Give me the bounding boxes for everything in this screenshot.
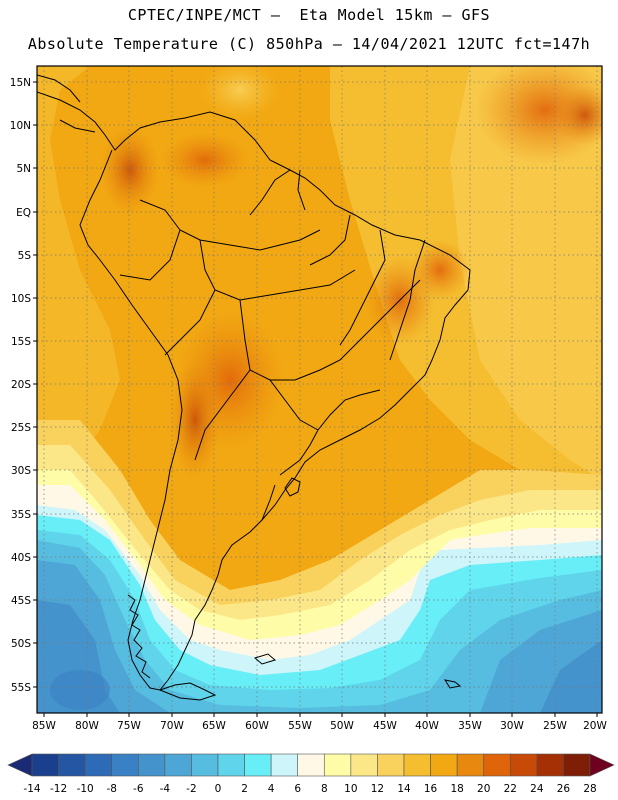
colorbar-label: 24	[530, 783, 544, 795]
temperature-field	[37, 66, 602, 713]
colorbar-label: -2	[186, 783, 196, 795]
colorbar-label: 8	[321, 783, 328, 795]
colorbar-label: 22	[504, 783, 517, 795]
lat-label: 15N	[10, 77, 31, 89]
lat-label: 15S	[11, 336, 31, 348]
colorbar-swatch	[456, 753, 485, 777]
latitude-labels: 15N 10N 5N EQ 5S 10S 15S 20S 25S 30S 35S…	[10, 77, 32, 694]
colorbar-label: 18	[450, 783, 463, 795]
colorbar-above-arrow	[589, 753, 615, 777]
lat-label: EQ	[16, 207, 31, 219]
lon-label: 85W	[32, 720, 56, 732]
colorbar-swatch	[137, 753, 166, 777]
colorbar-swatch	[84, 753, 113, 777]
chart-title-line2: Absolute Temperature (C) 850hPa – 14/04/…	[27, 35, 591, 53]
lon-label: 75W	[117, 720, 141, 732]
lat-label: 45S	[11, 595, 31, 607]
lon-label: 70W	[160, 720, 184, 732]
colorbar-swatch	[244, 753, 272, 777]
colorbar-swatch	[536, 753, 564, 777]
colorbar-swatch	[191, 753, 219, 777]
colorbar-swatch	[563, 753, 591, 777]
colorbar-label: -4	[160, 783, 171, 795]
lat-label: 30S	[11, 465, 31, 477]
lon-label: 45W	[373, 720, 397, 732]
lat-label: 40S	[11, 552, 31, 564]
lat-label: 55S	[11, 682, 31, 694]
lon-label: 30W	[500, 720, 524, 732]
lat-label: 35S	[11, 509, 31, 521]
longitude-labels: 85W 80W 75W 70W 65W 60W 55W 50W 45W 40W …	[32, 720, 607, 732]
lon-label: 35W	[458, 720, 482, 732]
chart-title-line1: CPTEC/INPE/MCT – Eta Model 15km – GFS	[127, 6, 491, 24]
colorbar: -14 -12 -10 -8 -6 -4 -2 0 2 4 6 8 10 12 14 16 18 20 22 24 26…	[7, 753, 615, 795]
colorbar-label: 14	[397, 783, 411, 795]
lon-label: 20W	[583, 720, 607, 732]
colorbar-swatch	[217, 753, 245, 777]
lon-label: 50W	[330, 720, 354, 732]
colorbar-label: -6	[133, 783, 144, 795]
map-frame	[36, 65, 603, 714]
colorbar-label: 2	[241, 783, 248, 795]
colorbar-swatch	[58, 753, 86, 777]
colorbar-below-arrow	[7, 753, 33, 777]
colorbar-swatch	[509, 753, 538, 777]
colorbar-swatch	[164, 753, 192, 777]
lat-label: 10N	[10, 120, 31, 132]
lat-label: 50S	[11, 638, 31, 650]
colorbar-label: -14	[23, 783, 40, 795]
colorbar-label: 10	[344, 783, 357, 795]
lat-label: 5N	[16, 163, 31, 175]
lon-label: 65W	[202, 720, 226, 732]
axis-ticks	[33, 81, 598, 717]
colorbar-swatch	[323, 753, 352, 777]
lon-label: 60W	[245, 720, 269, 732]
coastlines	[37, 74, 471, 701]
colorbar-swatch	[483, 753, 511, 777]
colorbar-label: -10	[77, 783, 94, 795]
colorbar-label: 20	[477, 783, 490, 795]
colorbar-label: -12	[50, 783, 67, 795]
colorbar-swatch	[297, 753, 325, 777]
colorbar-label: -8	[106, 783, 116, 795]
lon-label: 40W	[415, 720, 439, 732]
colorbar-label: 12	[371, 783, 384, 795]
colorbar-swatch	[270, 753, 299, 777]
colorbar-swatch	[31, 753, 59, 777]
colorbar-label: 4	[268, 783, 275, 795]
colorbar-swatch	[403, 753, 431, 777]
lon-label: 55W	[288, 720, 312, 732]
colorbar-swatch	[111, 753, 139, 777]
colorbar-swatch	[350, 753, 378, 777]
lat-label: 5S	[18, 250, 32, 262]
colorbar-label: 16	[424, 783, 438, 795]
colorbar-label: 26	[557, 783, 571, 795]
lat-label: 10S	[11, 293, 31, 305]
lon-label: 25W	[543, 720, 567, 732]
lat-label: 25S	[11, 422, 31, 434]
colorbar-label: 28	[583, 783, 596, 795]
lon-label: 80W	[75, 720, 99, 732]
colorbar-label: 0	[215, 783, 222, 795]
lat-label: 20S	[11, 379, 31, 391]
colorbar-label: 6	[294, 783, 301, 795]
colorbar-swatch	[377, 753, 405, 777]
colorbar-swatch	[430, 753, 458, 777]
